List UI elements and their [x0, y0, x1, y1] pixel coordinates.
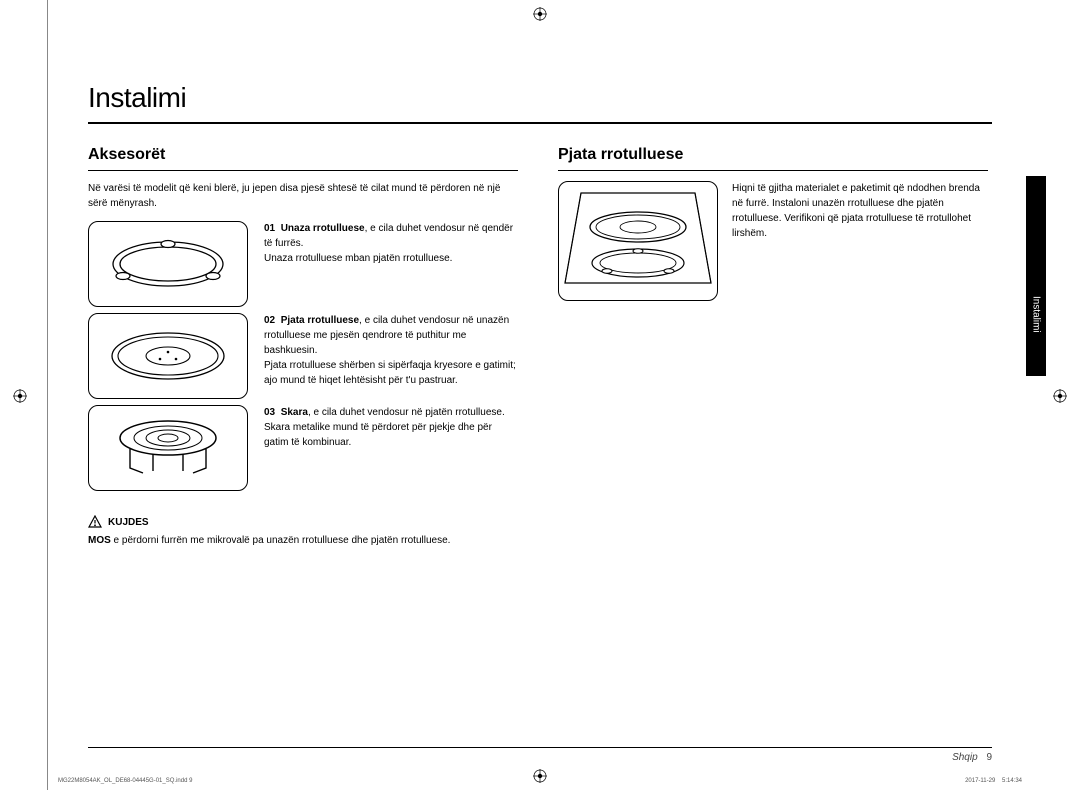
footer-divider — [88, 747, 992, 748]
turntable-figure — [88, 313, 248, 399]
accessory-row: 01 Unaza rrotulluese, e cila duhet vendo… — [88, 221, 518, 307]
turntable-desc: Hiqni të gjitha materialet e paketimit q… — [732, 181, 988, 301]
registration-mark-bottom — [532, 768, 548, 784]
accessory-row: 02 Pjata rrotulluese, e cila duhet vendo… — [88, 313, 518, 399]
side-tab-label: Instalimi — [1031, 296, 1042, 333]
accessories-divider — [88, 170, 518, 171]
print-timestamp: 2017-11-29 5:14:34 — [965, 778, 1022, 784]
registration-mark-top — [532, 6, 548, 22]
caution-row: KUJDES — [88, 515, 518, 529]
turntable-heading: Pjata rrotulluese — [558, 146, 988, 164]
accessories-heading: Aksesorët — [88, 146, 518, 164]
caution-label: KUJDES — [108, 517, 149, 528]
side-tab: Instalimi — [1026, 176, 1046, 376]
accessory-desc: 02 Pjata rrotulluese, e cila duhet vendo… — [264, 313, 518, 399]
accessory-desc: 03 Skara, e cila duhet vendosur në pjatë… — [264, 405, 518, 491]
turntable-install-figure — [558, 181, 718, 301]
column-turntable: Pjata rrotulluese — [558, 146, 988, 548]
page-title: Instalimi — [88, 82, 992, 114]
title-divider — [88, 122, 992, 124]
accessory-row: 03 Skara, e cila duhet vendosur në pjatë… — [88, 405, 518, 491]
registration-mark-left — [12, 388, 28, 404]
turntable-divider — [558, 170, 988, 171]
registration-mark-right — [1052, 388, 1068, 404]
warning-icon — [88, 515, 102, 529]
column-accessories: Aksesorët Në varësi të modelit që keni b… — [88, 146, 518, 548]
accessories-intro: Në varësi të modelit që keni blerë, ju j… — [88, 181, 518, 211]
caution-text: MOS e përdorni furrën me mikrovalë pa un… — [88, 533, 518, 548]
roller-ring-figure — [88, 221, 248, 307]
accessory-desc: 01 Unaza rrotulluese, e cila duhet vendo… — [264, 221, 518, 307]
footer-page-info: Shqip 9 — [952, 752, 992, 763]
print-filename: MG22M8054AK_OL_DE68-04445G-01_SQ.indd 9 — [58, 778, 192, 784]
grill-rack-figure — [88, 405, 248, 491]
